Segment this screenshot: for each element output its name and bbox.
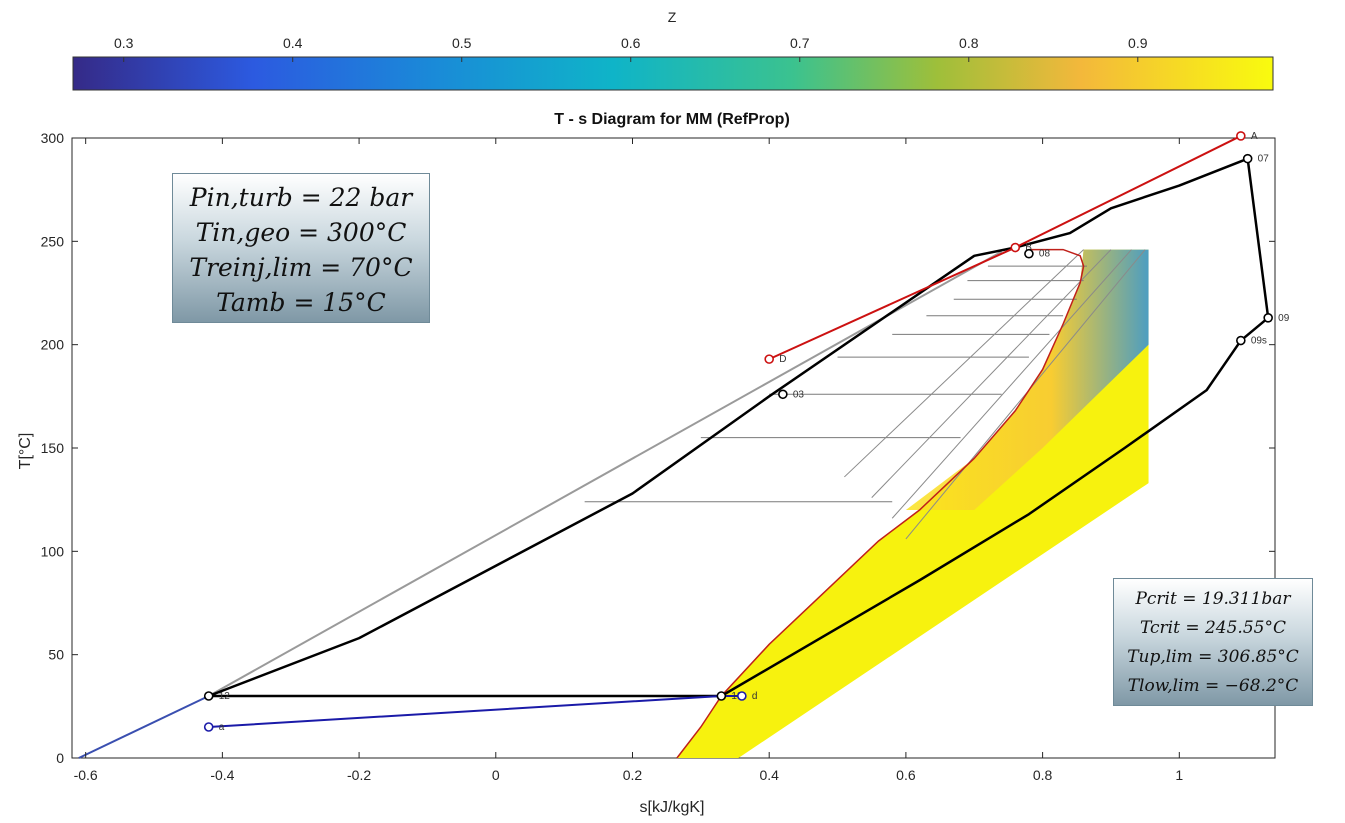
y-tick-label: 150: [41, 440, 65, 456]
state-point-label: d: [752, 691, 758, 702]
colorbar-tick-label: 0.5: [452, 35, 472, 51]
state-point-label: 07: [1258, 154, 1270, 165]
state-point: [1010, 242, 1021, 253]
state-point: [1236, 131, 1246, 141]
cycle-series-line: [208, 695, 742, 728]
saturated-liquid-line: [208, 250, 1003, 697]
state-point-label: 09s: [1251, 336, 1267, 347]
x-tick-label: -0.4: [210, 767, 234, 783]
colorbar-tick-label: 0.8: [959, 35, 979, 51]
colorbar-tick-label: 0.4: [283, 35, 303, 51]
state-point: [764, 354, 774, 364]
turbine-line-3: Treinj,lim = 70°C: [189, 253, 413, 282]
y-tick-label: 300: [41, 130, 65, 146]
critical-line-3: Tup,lim = 306.85°C: [1127, 647, 1299, 667]
cycle-series-line: [208, 157, 1270, 698]
state-point-label: 08: [1039, 249, 1051, 260]
compressibility-shading: [905, 249, 1149, 510]
state-point-label: 03: [793, 389, 805, 400]
state-point: [203, 722, 214, 732]
state-point: [1242, 153, 1253, 164]
colorbar-scale: [72, 56, 1274, 91]
critical-line-1: Pcrit = 19.311bar: [1135, 589, 1291, 609]
x-tick-label: 0.2: [623, 767, 643, 783]
turbine-conditions-box: Pin,turb = 22 bar Tin,geo = 300°C Treinj…: [172, 173, 430, 323]
state-point-label: 12: [219, 691, 231, 702]
chart-title: T - s Diagram for MM (RefProp): [554, 111, 790, 128]
colorbar-tick-label: 0.9: [1128, 35, 1148, 51]
x-axis-label: s[kJ/kgK]: [640, 799, 705, 816]
turbine-line-1: Pin,turb = 22 bar: [189, 183, 413, 212]
superheated-region: [676, 249, 1149, 758]
turbine-line-2: Tin,geo = 300°C: [195, 218, 407, 247]
y-tick-label: 100: [41, 543, 65, 559]
y-tick-label: 250: [41, 233, 65, 249]
x-tick-label: 0: [492, 767, 500, 783]
state-point-label: D: [779, 354, 786, 365]
isobar-diagonal: [844, 249, 1084, 478]
saturation-dome: [676, 248, 1085, 759]
isobar-diagonal: [871, 249, 1112, 498]
critical-line-4: Tlow,lim = −68.2°C: [1127, 676, 1299, 696]
state-point-label: a: [219, 722, 225, 733]
state-point: [737, 691, 747, 701]
plot-area: A B D 07 08 03 09 09s 1 0 12 d a -0.6 -0.4 -0.2 0 0.2 0.4 0…: [41, 130, 1290, 783]
critical-line-2: Tcrit = 245.55°C: [1140, 618, 1286, 638]
critical-conditions-box: Pcrit = 19.311bar Tcrit = 245.55°C Tup,l…: [1113, 578, 1313, 706]
cycle-series-line: [78, 695, 210, 759]
x-tick-label: 1: [1175, 767, 1183, 783]
colorbar-tick-label: 0.3: [114, 35, 134, 51]
y-tick-label: 0: [56, 750, 64, 766]
state-point: [778, 389, 788, 400]
x-tick-label: 0.4: [759, 767, 779, 783]
colorbar-tick-label: 0.6: [621, 35, 641, 51]
state-point: [1236, 335, 1246, 346]
state-point: [1024, 248, 1034, 259]
colorbar-label: Z: [668, 9, 677, 25]
x-tick-label: 0.8: [1033, 767, 1053, 783]
state-point-label: B: [1025, 243, 1032, 254]
state-point-label: A: [1251, 131, 1258, 142]
turbine-line-4: Tamb = 15°C: [216, 288, 386, 317]
x-tick-label: 0.6: [896, 767, 916, 783]
state-point: [203, 691, 214, 701]
x-tick-label: -0.2: [347, 767, 371, 783]
y-tick-label: 50: [48, 647, 64, 663]
y-tick-label: 200: [41, 337, 65, 353]
state-point-label: 09: [1278, 313, 1290, 324]
colorbar-tick-label: 0.7: [790, 35, 810, 51]
colorbar: 0.3 0.4 0.5 0.6 0.7 0.8 0.9: [72, 35, 1274, 91]
isobar-diagonal: [891, 249, 1132, 519]
x-tick-label: -0.6: [74, 767, 98, 783]
state-point: [716, 691, 727, 701]
cycle-series-line: [768, 135, 1242, 361]
y-axis-label: T[°C]: [17, 433, 34, 470]
state-point: [1263, 312, 1273, 323]
